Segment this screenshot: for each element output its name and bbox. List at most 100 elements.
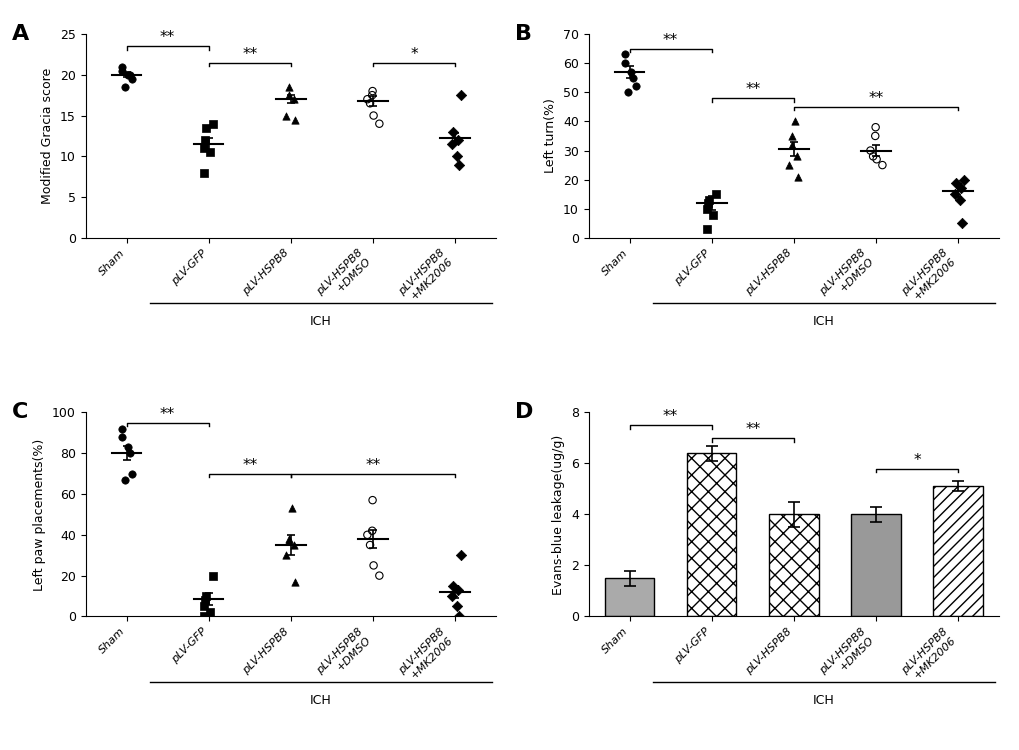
Point <box>277 110 293 122</box>
Y-axis label: Evans-blue leakage(ug/g): Evans-blue leakage(ug/g) <box>551 434 565 595</box>
Text: C: C <box>11 402 28 422</box>
Point <box>873 159 890 171</box>
Point <box>196 600 212 612</box>
Point <box>205 118 221 130</box>
Point <box>114 423 130 435</box>
Point <box>197 594 213 606</box>
Point <box>788 150 804 162</box>
Point <box>616 48 633 60</box>
Point <box>124 468 141 480</box>
Point <box>624 72 640 84</box>
Point <box>285 539 302 551</box>
Point <box>448 150 465 162</box>
Point <box>359 93 375 105</box>
Text: **: ** <box>242 46 257 62</box>
Point <box>202 606 218 618</box>
Point <box>780 159 796 171</box>
Point <box>362 98 378 109</box>
Point <box>284 503 301 515</box>
Point <box>114 431 130 443</box>
Point <box>196 610 212 622</box>
Point <box>448 600 465 612</box>
Point <box>866 122 882 134</box>
Point <box>444 580 461 592</box>
Point <box>365 560 381 572</box>
Point <box>444 126 461 138</box>
Point <box>623 66 639 78</box>
Point <box>450 610 467 622</box>
Point <box>783 130 799 142</box>
Text: **: ** <box>365 458 380 472</box>
Point <box>196 142 212 154</box>
Point <box>371 569 387 581</box>
Text: **: ** <box>662 33 678 48</box>
Bar <box>768 514 817 616</box>
Text: ICH: ICH <box>812 316 834 328</box>
Text: **: ** <box>160 31 175 46</box>
Point <box>947 176 963 188</box>
Bar <box>851 514 900 616</box>
Point <box>867 153 883 165</box>
Text: **: ** <box>242 458 257 472</box>
Point <box>787 116 803 128</box>
Point <box>197 134 213 146</box>
Point <box>114 64 130 76</box>
Point <box>119 441 136 453</box>
Point <box>443 138 460 150</box>
Text: ICH: ICH <box>310 316 331 328</box>
Point <box>280 535 297 547</box>
Point <box>452 549 469 561</box>
Point <box>698 224 714 236</box>
Point <box>784 139 800 151</box>
Point <box>202 146 218 158</box>
Point <box>285 93 302 105</box>
Point <box>951 194 967 206</box>
Point <box>707 188 723 200</box>
Point <box>198 590 214 602</box>
Point <box>116 81 132 93</box>
Text: ICH: ICH <box>310 694 331 707</box>
Y-axis label: Modified Gracia score: Modified Gracia score <box>42 68 54 204</box>
Point <box>616 57 633 69</box>
Point <box>280 81 297 93</box>
Point <box>449 134 466 146</box>
Point <box>286 114 303 126</box>
Point <box>443 590 460 602</box>
Bar <box>687 453 736 616</box>
Point <box>364 494 380 506</box>
Point <box>449 584 466 596</box>
Point <box>280 533 297 545</box>
Point <box>699 197 715 209</box>
Point <box>955 174 971 186</box>
Point <box>704 209 720 220</box>
Point <box>124 73 141 85</box>
Point <box>946 188 962 200</box>
Point <box>861 145 877 157</box>
Point <box>116 474 132 486</box>
Point <box>953 182 969 194</box>
Text: A: A <box>11 24 29 44</box>
Point <box>114 61 130 73</box>
Point <box>196 166 212 178</box>
Text: ICH: ICH <box>812 694 834 707</box>
Bar <box>604 578 653 616</box>
Point <box>452 89 469 101</box>
Text: **: ** <box>867 91 882 106</box>
Point <box>701 194 717 206</box>
Point <box>790 171 806 183</box>
Point <box>450 158 467 170</box>
Bar <box>932 487 981 616</box>
Point <box>359 529 375 541</box>
Point <box>286 576 303 588</box>
Point <box>121 447 138 459</box>
Point <box>620 86 636 98</box>
Point <box>121 69 138 81</box>
Point <box>365 110 381 122</box>
Point <box>698 202 714 214</box>
Point <box>280 89 297 101</box>
Text: *: * <box>912 453 920 468</box>
Point <box>205 569 221 581</box>
Text: D: D <box>515 402 533 422</box>
Point <box>953 217 969 229</box>
Point <box>364 525 380 537</box>
